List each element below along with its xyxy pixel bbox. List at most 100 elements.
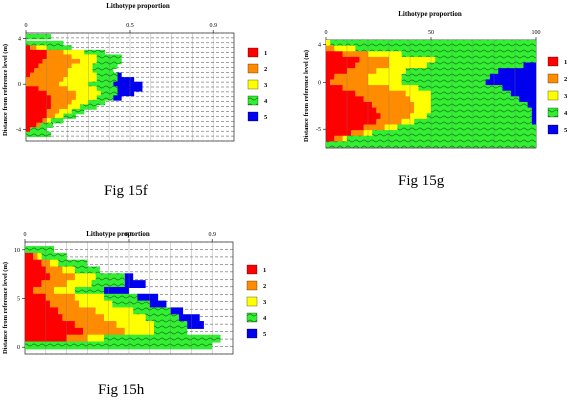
chart-f-bar-series-2 [42,58,81,65]
chart-g-bar-series-1 [326,85,343,92]
figure-caption-15f: Fig 15f [104,183,148,199]
chart-h-legend-swatch-5 [246,328,258,339]
chart-f-bar-series-3 [63,49,85,56]
chart-g-bar-series-5 [510,90,536,97]
chart-f-bar-series-4 [63,113,76,119]
chart-f-bar-series-1 [26,90,47,97]
chart-h-bar-series-1 [25,307,59,316]
chart-h-bar-series-3 [74,273,96,282]
chart-g-bar-series-1 [326,107,377,114]
chart-panel-15f: 0 0.5 0.9 4 0 -4 Lithotype proportion Distance … [0,0,290,205]
chart-h-legend-swatch-3 [246,296,258,307]
chart-h-bar-series-1 [25,300,50,309]
chart-h-bar-series-2 [49,273,75,282]
chart-g-bar-series-1 [326,68,347,75]
chart-h-bar-series-2 [83,327,125,336]
chart-f-bar-series-3 [46,118,51,124]
chart-g-bar-series-3 [389,56,436,63]
chart-g-bar-series-3 [401,118,415,125]
chart-h-bar-series-2 [62,314,105,323]
chart-h-bar-series-1 [25,286,34,295]
chart-g-ylabel: Distance from reference level (m) [303,50,310,142]
chart-h-bar-series-2 [33,286,55,295]
chart-g-ytick-label: -5 [316,127,321,133]
chart-g-legend-label-4: 4 [564,110,568,117]
chart-f-bar-series-3 [67,86,97,92]
chart-f-bar-series-5 [117,77,135,83]
chart-h-ytick-label: 0 [17,345,20,351]
chart-h-svg: 0 0.5 0.9 10 5 0 Lithotype proportion Distance … [2,230,267,355]
chart-f-bar-series-2 [26,77,64,83]
chart-g-bar-series-3 [368,79,402,86]
chart-f-bar-series-2 [30,72,68,78]
chart-h-legend-label-5: 5 [263,331,267,338]
chart-g-bar-series-1 [326,118,377,125]
chart-f-bar-series-2 [46,90,76,97]
chart-g-bar-series-4 [355,45,536,52]
chart-h-xtick-label: 0.9 [208,232,216,238]
chart-g-bar-series-4 [397,124,536,131]
chart-h-bar-series-1 [25,280,42,289]
chart-g-ytick-label: 0 [318,80,321,86]
chart-g-bar-series-2 [372,101,415,109]
chart-h-bar-series-1 [25,327,84,336]
chart-h-ytick-label: 5 [17,296,20,302]
chart-g-legend-swatch-1 [547,56,559,67]
chart-h-legend-label-1: 1 [263,267,266,274]
chart-panel-15g: 0 50 100 4 0 -5 Lithotype proportion Distance f… [290,0,568,205]
chart-g-bar-series-1 [326,51,343,58]
chart-g-bar-series-2 [363,124,385,131]
chart-f-bar-series-1 [26,63,39,69]
chart-h-bar-series-2 [33,252,38,261]
chart-h-bar-series-3 [79,300,113,309]
chart-g-bar-series-4 [401,73,490,80]
chart-f-ylabel: Distance from reference level (m) [2,44,9,136]
chart-f-bar-series-1 [26,127,31,133]
chart-f-legend-label-5: 5 [264,114,268,121]
chart-f-bar-series-1 [26,95,51,101]
chart-g-svg: 0 50 100 4 0 -5 Lithotype proportion Distance f… [303,10,568,149]
chart-h-legend-swatch-4 [246,312,258,323]
chart-f-bar-series-2 [46,49,64,56]
chart-f-bar-series-4 [96,86,118,92]
chart-f-bar-series-4 [88,99,106,106]
chart-h-bar-series-2 [45,266,63,275]
chart-g-bar-series-2 [342,51,368,58]
chart-f-bar-series-3 [36,45,47,51]
chart-g-bar-series-3 [410,113,427,120]
chart-f-bar-series-4 [71,108,85,115]
chart-f-bar-series-1 [26,118,43,124]
chart-g-bar-series-3 [334,45,356,52]
chart-h-bar-series-5 [124,280,146,289]
chart-f-bar-series-4 [26,33,51,40]
chart-f-legend-label-4: 4 [264,98,268,105]
chart-g-bar-series-4 [431,107,532,114]
chart-g-bar-series-1 [326,62,356,69]
chart-f-bar-series-2 [36,122,41,128]
chart-f-legend-label-2: 2 [264,66,267,73]
chart-f-bar-series-4 [88,81,114,88]
chart-g-bar-series-1 [326,73,335,80]
chart-h-legend-swatch-2 [246,280,258,291]
chart-g-bar-series-1 [326,135,335,142]
chart-f-bar-series-3 [71,99,89,106]
chart-h-bar-series-2 [41,280,67,289]
figure-caption-15h: Fig 15h [98,382,145,398]
chart-f-bar-series-4 [92,68,114,74]
chart-g-title: Lithotype proportion [398,10,462,18]
chart-h-ylabel: Distance from reference level (m) [2,262,9,354]
chart-g-legend-label-3: 3 [564,93,568,100]
chart-g-bar-series-5 [531,113,536,120]
chart-g-legend-swatch-4 [547,107,559,118]
chart-f-bar-series-1 [26,45,31,51]
chart-h-bar-series-5 [137,293,159,302]
chart-g-bar-series-2 [342,85,389,92]
chart-h-legend-label-3: 3 [263,299,267,306]
chart-h-xtick-label: 0.5 [125,232,133,238]
chart-h-bar-series-3 [49,259,59,268]
chart-f-legend-swatch-5 [247,111,259,122]
chart-h-bar-series-3 [104,314,146,323]
chart-f-bar-series-3 [67,68,93,74]
chart-g-bar-series-3 [389,85,419,92]
chart-g-bar-series-1 [326,56,360,63]
